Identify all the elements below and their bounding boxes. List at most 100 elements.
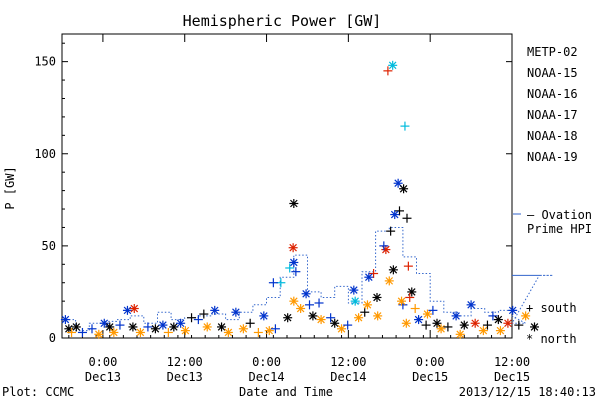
south-point <box>253 327 263 337</box>
south-point <box>67 327 77 337</box>
x-tick-date-label: Dec15 <box>494 370 530 384</box>
south-point <box>163 327 173 337</box>
north-point <box>436 324 446 334</box>
north-point <box>399 184 409 194</box>
north-point <box>289 296 299 306</box>
north-point <box>388 60 398 70</box>
north-point <box>364 272 374 282</box>
legend-item: NOAA-15 <box>527 66 578 80</box>
ovation-label-line2: Prime HPI <box>527 222 592 236</box>
north-point <box>259 311 269 321</box>
x-tick-time-label: 12:00 <box>167 355 203 369</box>
north-point <box>60 315 70 325</box>
north-point <box>158 320 168 330</box>
north-point <box>180 326 190 336</box>
legend-item: NOAA-17 <box>527 108 578 122</box>
north-point <box>432 318 442 328</box>
x-tick-time-label: 0:00 <box>252 355 281 369</box>
south-point <box>402 213 412 223</box>
marker-legend-south: + south <box>526 301 577 315</box>
north-point <box>71 322 81 332</box>
south-point <box>326 313 336 323</box>
south-point <box>369 269 379 279</box>
north-point <box>289 257 299 267</box>
north-point <box>451 311 461 321</box>
north-point <box>109 327 119 337</box>
north-point <box>455 329 465 339</box>
south-point <box>410 304 420 314</box>
y-axis-ticks: 0 50 100 150 <box>34 42 512 345</box>
south-point <box>403 261 413 271</box>
north-point <box>217 322 227 332</box>
north-point <box>372 292 382 302</box>
north-point <box>349 285 359 295</box>
x-tick-time-label: 0:00 <box>88 355 117 369</box>
north-point <box>350 296 360 306</box>
footer-timestamp: 2013/12/15 18:40:13 <box>459 385 596 399</box>
satellite-data-points <box>60 60 539 339</box>
north-point <box>384 276 394 286</box>
north-point <box>390 210 400 220</box>
south-point <box>379 241 389 251</box>
south-point <box>383 66 393 76</box>
north-point <box>414 315 424 325</box>
legend-item: NOAA-16 <box>527 87 578 101</box>
north-point <box>169 322 179 332</box>
north-point <box>129 304 139 314</box>
north-point <box>223 327 233 337</box>
marker-legend-north: * north <box>526 332 577 346</box>
north-point <box>397 296 407 306</box>
north-point <box>238 324 248 334</box>
legend-item: NOAA-18 <box>527 129 578 143</box>
y-tick-label: 50 <box>42 239 56 253</box>
south-point <box>443 322 453 332</box>
legend-item: METP-02 <box>527 45 578 59</box>
x-tick-date-label: Dec14 <box>330 370 366 384</box>
chart-title: Hemispheric Power [GW] <box>183 12 382 30</box>
north-point <box>150 324 160 334</box>
x-tick-time-label: 12:00 <box>330 355 366 369</box>
north-point <box>330 318 340 328</box>
north-point <box>373 311 383 321</box>
north-point <box>105 322 115 332</box>
x-axis-label: Date and Time <box>239 385 333 399</box>
north-point <box>264 326 274 336</box>
legend: METP-02 NOAA-15 NOAA-16 NOAA-17 NOAA-18 NOAA-… <box>527 45 578 164</box>
north-point <box>401 318 411 328</box>
north-point <box>301 289 311 299</box>
north-point <box>459 320 469 330</box>
x-axis-ticks: 0:00Dec1312:00Dec130:00Dec1412:00Dec140:… <box>68 34 530 384</box>
ovation-label: — Ovation <box>527 208 592 222</box>
north-point <box>296 304 306 314</box>
north-point <box>422 309 432 319</box>
footer-plot-source: Plot: CCMC <box>2 385 74 399</box>
north-point <box>308 311 318 321</box>
north-point <box>288 243 298 253</box>
legend-item: NOAA-19 <box>527 150 578 164</box>
x-tick-date-label: Dec13 <box>85 370 121 384</box>
north-point <box>495 326 505 336</box>
x-tick-date-label: Dec15 <box>412 370 448 384</box>
south-point <box>314 298 324 308</box>
south-point <box>291 267 301 277</box>
x-tick-time-label: 12:00 <box>494 355 530 369</box>
y-axis-label: P [GW] <box>3 166 17 209</box>
north-point <box>337 324 347 334</box>
south-point <box>77 327 87 337</box>
south-point <box>400 121 410 131</box>
north-point <box>210 305 220 315</box>
north-point <box>231 307 241 317</box>
south-point <box>285 263 295 273</box>
north-point <box>470 318 480 328</box>
south-point <box>87 324 97 334</box>
north-point <box>316 315 326 325</box>
north-point <box>176 318 186 328</box>
south-point <box>386 226 396 236</box>
south-point <box>514 320 524 330</box>
south-point <box>395 206 404 216</box>
north-point <box>493 315 503 325</box>
north-point <box>478 326 488 336</box>
south-point <box>187 313 197 323</box>
north-point <box>362 300 372 310</box>
